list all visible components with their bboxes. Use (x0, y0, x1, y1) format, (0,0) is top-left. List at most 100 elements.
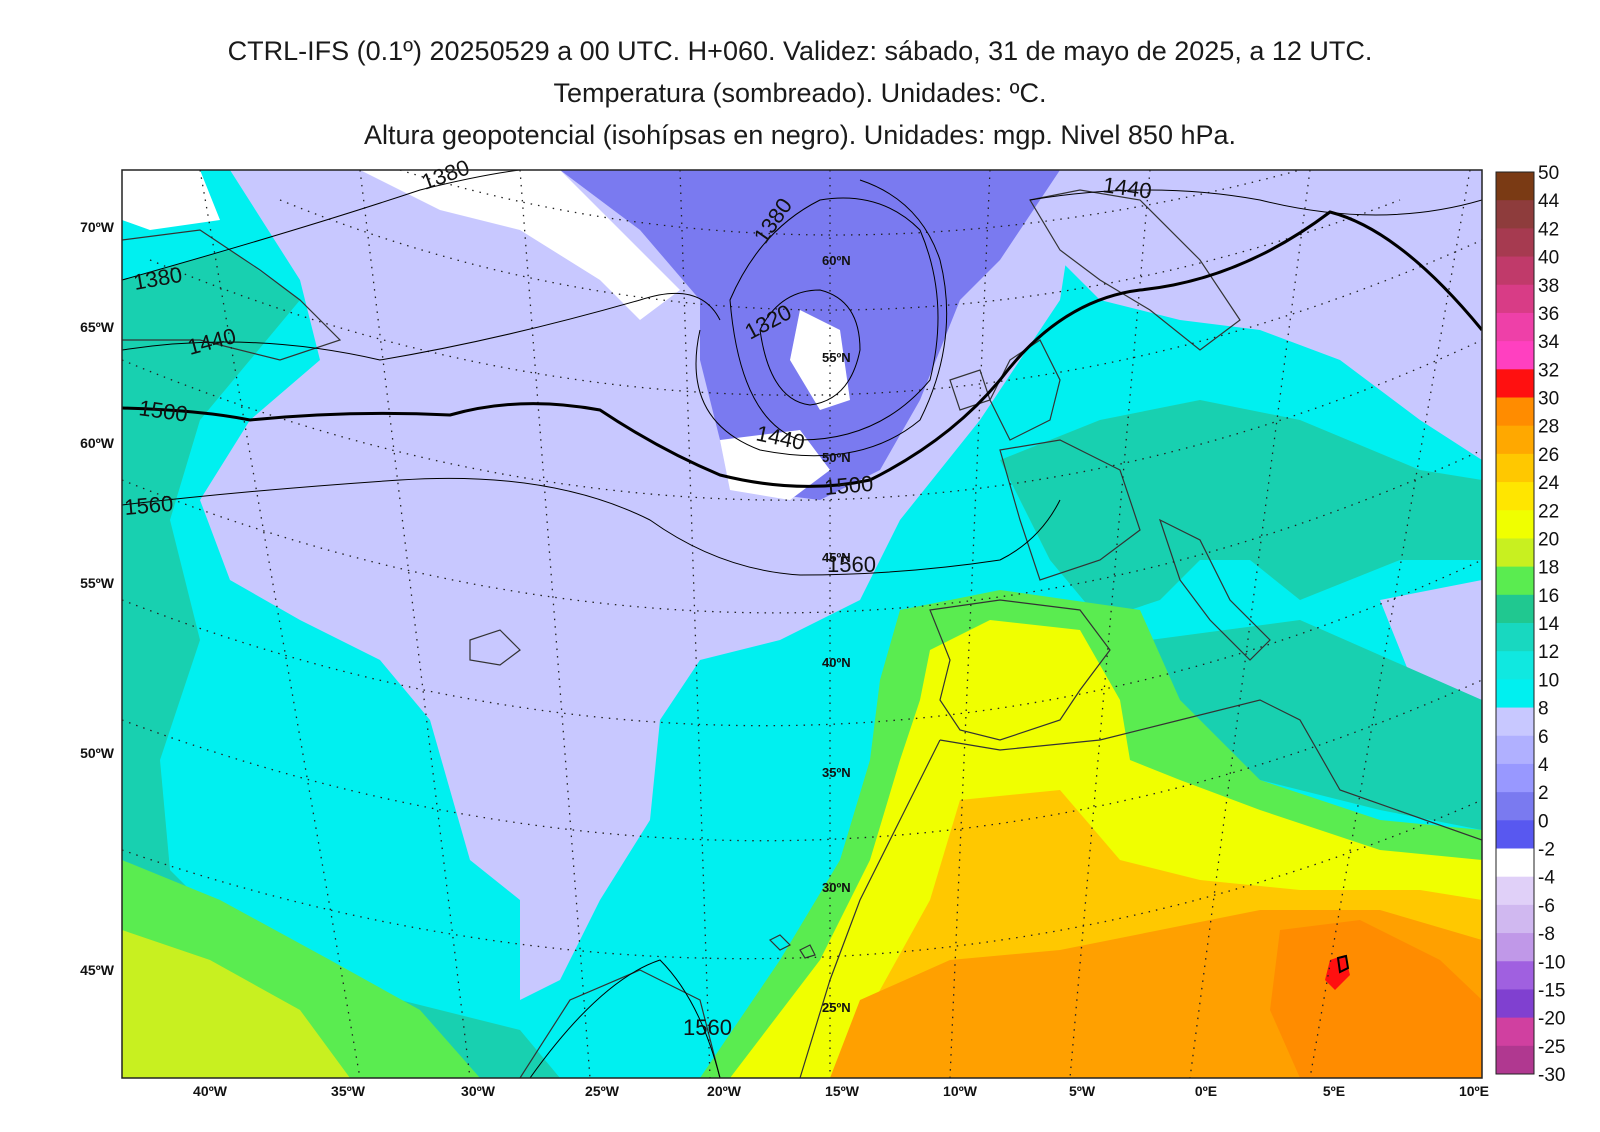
parallel-label: 25ºN (822, 1000, 851, 1015)
colorbar-swatch (1496, 623, 1534, 652)
colorbar-swatch (1496, 792, 1534, 821)
temp-field-white-core-b (720, 430, 830, 500)
colorbar-label: 26 (1538, 445, 1559, 466)
coast-africa (799, 699, 1482, 1078)
colorbar-swatch (1496, 933, 1534, 962)
isohypse-1380-west (122, 170, 521, 281)
colorbar-swatch (1496, 200, 1534, 229)
parallel-labels: 60ºN 55ºN 50ºN 45ºN 40ºN 35ºN 30ºN 25ºN (822, 253, 851, 1015)
lat-lon-grid (122, 170, 1482, 1078)
colorbar-label: 28 (1538, 417, 1559, 438)
parallel-label: 60ºN (822, 253, 851, 268)
left-axis-label: 65ºW (80, 319, 115, 335)
colorbar-swatch (1496, 566, 1534, 596)
temp-field-lilac-northeast (1040, 170, 1482, 460)
bottom-axis-label: 40ºW (193, 1083, 228, 1099)
colorbar-label: 34 (1538, 332, 1560, 353)
isohypse-1380-low (729, 197, 939, 441)
left-axis-label: 55ºW (80, 575, 115, 591)
bottom-axis-label: 25ºW (585, 1083, 620, 1099)
parallel-label: 35ºN (822, 765, 851, 780)
isohypse-label: 1560 (683, 1015, 732, 1040)
parallel-label: 50ºN (822, 450, 851, 465)
coast-greenland (122, 229, 342, 361)
colorbar-label: 32 (1538, 360, 1559, 381)
isohypse-label: 1500 (823, 471, 874, 500)
colorbar-frame (1495, 171, 1535, 1075)
parallel-label: 40ºN (822, 655, 851, 670)
isohypse-1560-south (529, 959, 721, 1078)
colorbar-swatch (1496, 256, 1534, 286)
isohypse-1560-west (122, 477, 1061, 576)
colorbar-label: 44 (1538, 191, 1560, 212)
grid-meridian-c (519, 170, 591, 1078)
bottom-axis-label: 20ºW (707, 1083, 742, 1099)
bottom-axis-label: 10ºE (1459, 1083, 1489, 1099)
colorbar-swatch (1496, 1045, 1534, 1075)
colorbar-swatch (1496, 904, 1534, 934)
colorbar-swatch (1496, 228, 1534, 258)
colorbar-swatch (1496, 538, 1534, 568)
colorbar-swatch (1496, 172, 1534, 201)
colorbar-label: 6 (1538, 727, 1549, 748)
temp-field-white-core-a (790, 310, 850, 410)
colorbar-swatch (1496, 1017, 1534, 1047)
grid-meridian-f (949, 170, 991, 1078)
colorbar-swatch (1496, 594, 1534, 624)
temp-field-lilac-east (1380, 580, 1482, 700)
colorbar-label: 50 (1538, 163, 1559, 184)
grid-meridian-d (679, 170, 711, 1078)
title-line-1: CTRL-IFS (0.1º) 20250529 a 00 UTC. H+060… (227, 36, 1373, 66)
colorbar-swatch (1496, 735, 1534, 765)
bottom-axis-label: 5ºE (1323, 1083, 1345, 1099)
colorbar-label: 38 (1538, 276, 1559, 297)
colorbar-label: 42 (1538, 219, 1559, 240)
hotspot-contour (1336, 954, 1350, 974)
colorbar-label: -6 (1538, 896, 1555, 917)
temp-field-teal-med (1150, 620, 1482, 830)
left-axis-label: 45ºW (80, 962, 115, 978)
colorbar-swatch (1496, 820, 1534, 849)
colorbar-label: 8 (1538, 699, 1549, 720)
colorbar-label: 4 (1538, 755, 1549, 776)
title-line-2: Temperatura (sombreado). Unidades: ºC. (553, 78, 1047, 108)
temp-field-teal-europe (1000, 400, 1482, 620)
left-axis-label: 70ºW (80, 219, 115, 235)
isohypse-1320-ring (759, 289, 861, 406)
bottom-axis-label: 0ºE (1195, 1083, 1217, 1099)
isohypse-1440-low (695, 179, 948, 457)
colorbar-label: 10 (1538, 670, 1559, 691)
grid-meridian-h (1189, 170, 1311, 1078)
coast-france (999, 439, 1141, 581)
parallel-label: 30ºN (822, 880, 851, 895)
colorbar-label: 24 (1538, 473, 1560, 494)
colorbar-swatch (1496, 369, 1534, 398)
colorbar-swatch (1496, 679, 1534, 709)
coast-canary (768, 934, 816, 959)
colorbar-label: -15 (1538, 980, 1565, 1001)
bottom-axis-label: 5ºW (1069, 1083, 1096, 1099)
left-axis-label: 60ºW (80, 435, 115, 451)
colorbar-label: 40 (1538, 248, 1559, 269)
colorbar-swatch (1496, 651, 1534, 680)
colorbar-swatch (1496, 961, 1534, 990)
isohypse-1440-north (1029, 189, 1482, 216)
colorbar-label: 0 (1538, 811, 1549, 832)
colorbar-label: -10 (1538, 952, 1565, 973)
left-axis-labels: 70ºW 65ºW 60ºW 55ºW 50ºW 45ºW (80, 219, 115, 978)
colorbar-label: 2 (1538, 783, 1549, 804)
isohypse-1440-west (122, 292, 721, 361)
isohypses (122, 170, 1482, 1078)
colorbar-swatch (1496, 284, 1534, 314)
colorbar-swatch (1496, 453, 1534, 483)
colorbar-label: 14 (1538, 614, 1560, 635)
colorbar-swatch (1496, 707, 1534, 737)
colorbar-label: -4 (1538, 868, 1555, 889)
bottom-axis-label: 15ºW (825, 1083, 860, 1099)
colorbar-swatch (1496, 848, 1534, 878)
temp-field-white-north (360, 170, 680, 320)
coast-britain (949, 339, 1061, 441)
colorbar-swatch (1496, 397, 1534, 427)
colorbar-label: -30 (1538, 1065, 1565, 1086)
